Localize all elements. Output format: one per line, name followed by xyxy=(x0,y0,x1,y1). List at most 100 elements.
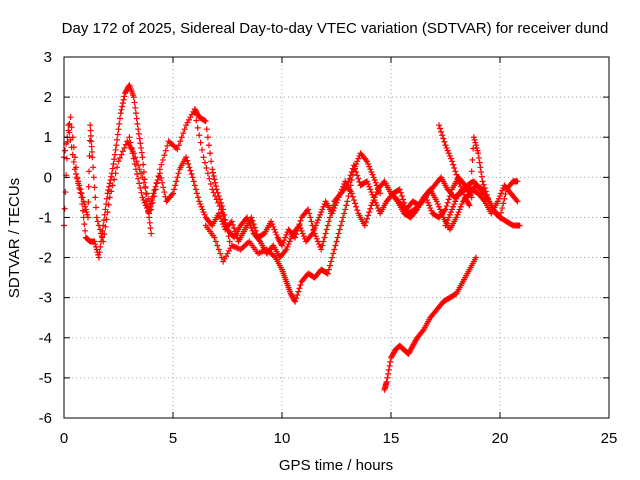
data-point xyxy=(87,122,94,129)
data-point xyxy=(350,166,357,173)
data-point xyxy=(82,206,89,213)
data-point xyxy=(370,174,377,181)
data-point xyxy=(373,182,380,189)
data-point xyxy=(158,161,165,168)
data-point xyxy=(150,190,157,197)
data-point xyxy=(434,201,441,208)
data-point xyxy=(81,201,88,208)
data-point xyxy=(452,168,459,175)
data-point xyxy=(341,210,348,217)
data-point xyxy=(159,156,166,163)
data-point xyxy=(199,146,206,153)
data-point xyxy=(134,120,141,127)
data-point xyxy=(149,193,156,200)
data-point xyxy=(210,172,217,179)
data-point xyxy=(335,230,342,237)
data-point xyxy=(346,187,353,194)
data-point xyxy=(161,189,168,196)
data-point xyxy=(117,110,124,117)
data-point xyxy=(68,124,75,131)
data-point xyxy=(114,164,121,171)
data-point xyxy=(113,142,120,149)
data-point xyxy=(331,246,338,253)
data-point xyxy=(61,205,68,212)
data-point xyxy=(88,148,95,155)
data-point xyxy=(111,176,118,183)
data-point xyxy=(478,168,485,175)
data-point xyxy=(374,185,381,192)
data-point xyxy=(135,130,142,137)
data-point xyxy=(474,147,481,154)
data-point xyxy=(63,155,70,162)
data-point xyxy=(433,198,440,205)
data-point xyxy=(81,221,88,228)
data-point xyxy=(215,210,222,217)
data-point xyxy=(319,206,326,213)
data-point xyxy=(287,235,294,242)
data-point xyxy=(443,144,450,151)
data-point xyxy=(94,218,101,225)
data-point xyxy=(355,175,362,182)
data-point xyxy=(82,227,89,234)
data-point xyxy=(96,226,103,233)
data-point xyxy=(193,117,200,124)
data-point xyxy=(128,144,135,151)
data-point xyxy=(78,190,85,197)
data-point xyxy=(249,217,256,224)
data-point xyxy=(272,229,279,236)
data-point xyxy=(362,219,369,226)
data-point xyxy=(312,222,319,229)
data-point xyxy=(247,222,254,229)
data-point xyxy=(245,217,252,224)
data-point xyxy=(196,132,203,139)
data-series xyxy=(381,254,480,393)
x-tick-label: 15 xyxy=(383,430,400,447)
data-point xyxy=(365,181,372,188)
data-point xyxy=(445,214,452,221)
data-point xyxy=(372,179,379,186)
data-point xyxy=(218,254,225,261)
data-point xyxy=(204,170,211,177)
data-point xyxy=(369,199,376,206)
data-point xyxy=(478,173,485,180)
data-point xyxy=(212,179,219,186)
data-point xyxy=(453,171,460,178)
data-point xyxy=(184,157,191,164)
y-tick-label: -2 xyxy=(39,250,52,267)
data-point xyxy=(497,193,503,200)
data-point xyxy=(270,223,277,230)
data-point xyxy=(466,202,473,209)
data-point xyxy=(442,222,449,229)
data-point xyxy=(442,142,449,149)
data-point xyxy=(384,374,391,381)
data-point xyxy=(196,198,203,205)
data-point xyxy=(223,223,230,230)
data-point xyxy=(178,134,185,141)
data-point xyxy=(449,158,456,165)
data-point xyxy=(67,114,74,121)
data-point xyxy=(70,144,77,151)
data-point xyxy=(90,164,97,171)
data-point xyxy=(305,206,312,213)
data-point xyxy=(336,226,343,233)
data-point xyxy=(282,234,289,241)
data-point xyxy=(280,239,287,246)
data-point xyxy=(438,209,445,216)
data-point xyxy=(131,99,138,106)
data-point xyxy=(256,237,263,244)
data-point xyxy=(473,144,480,151)
data-point xyxy=(65,127,72,134)
data-point xyxy=(116,115,123,122)
data-point xyxy=(217,206,224,213)
data-point xyxy=(513,197,520,204)
data-point xyxy=(282,247,289,254)
data-point xyxy=(441,138,448,145)
data-point xyxy=(342,206,349,213)
data-point xyxy=(103,216,110,223)
data-point xyxy=(471,136,478,143)
data-point xyxy=(228,218,235,225)
data-point xyxy=(427,205,434,212)
data-point xyxy=(158,175,165,182)
data-point xyxy=(145,195,152,202)
data-point xyxy=(367,166,374,173)
